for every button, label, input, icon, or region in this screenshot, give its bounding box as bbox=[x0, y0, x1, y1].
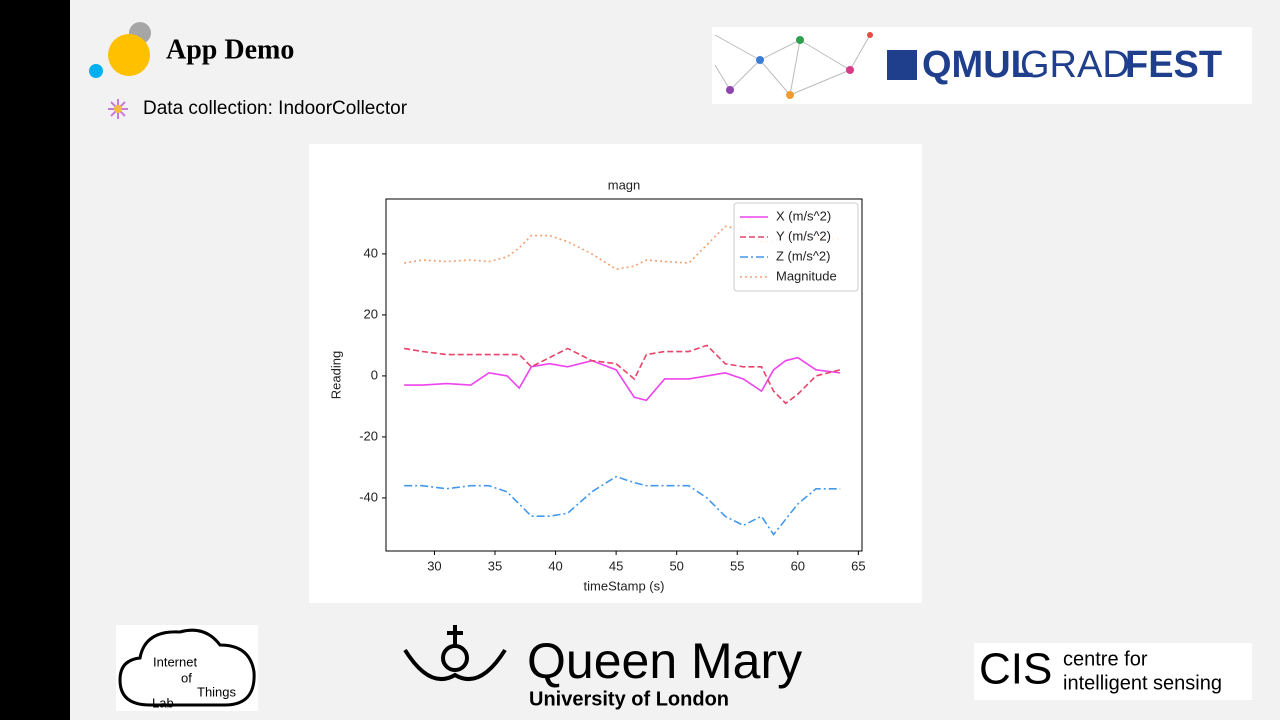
y-tick-label: -20 bbox=[359, 428, 378, 443]
x-tick-label: 45 bbox=[609, 558, 623, 573]
cis-logo bbox=[974, 643, 1252, 700]
logo-text: University of London bbox=[529, 688, 729, 710]
logo-text: centre for bbox=[1063, 648, 1148, 670]
logo-text: Lab bbox=[152, 695, 174, 710]
x-tick-label: 50 bbox=[669, 558, 683, 573]
legend-box bbox=[733, 202, 859, 292]
bullet-text: Data collection: IndoorCollector bbox=[143, 98, 408, 119]
data-line bbox=[404, 356, 841, 402]
y-tick-label: 40 bbox=[364, 245, 378, 260]
network-graphic bbox=[714, 32, 873, 99]
logo-text: Internet bbox=[153, 654, 197, 669]
logo-text: Queen Mary bbox=[527, 633, 802, 689]
legend-label: Z (m/s^2) bbox=[776, 248, 830, 263]
y-tick-label: 20 bbox=[364, 306, 378, 321]
legend-label: Y (m/s^2) bbox=[776, 228, 831, 243]
x-tick-label: 40 bbox=[548, 558, 562, 573]
plot-frame bbox=[385, 198, 863, 552]
x-tick-label: 65 bbox=[851, 558, 865, 573]
legend-label: Magnitude bbox=[776, 268, 837, 283]
bullet-icon bbox=[108, 99, 128, 119]
cloud bbox=[118, 628, 256, 707]
crest bbox=[887, 50, 917, 80]
side-bar bbox=[0, 0, 70, 720]
legend-label: X (m/s^2) bbox=[776, 208, 831, 223]
logo-text: GRAD bbox=[1020, 44, 1130, 86]
x-axis-label: timeStamp (s) bbox=[584, 578, 665, 593]
x-tick-label: 35 bbox=[488, 558, 502, 573]
deco-circle bbox=[108, 34, 150, 76]
data-line bbox=[404, 225, 841, 270]
iot-logo bbox=[116, 625, 258, 711]
logo-text: of bbox=[181, 670, 192, 685]
x-tick-label: 55 bbox=[730, 558, 744, 573]
qm-crest bbox=[403, 625, 507, 681]
logo-text: Things bbox=[197, 684, 237, 699]
logo-text: QMUL bbox=[922, 44, 1034, 86]
data-line bbox=[404, 475, 841, 536]
chart-title: magn bbox=[608, 177, 641, 192]
logo-text: intelligent sensing bbox=[1063, 672, 1222, 694]
logo-text: CIS bbox=[979, 645, 1052, 694]
data-line bbox=[404, 344, 841, 405]
y-tick-label: 0 bbox=[371, 367, 378, 382]
chart: magn timeStamp (s) Reading 30 35 40 45 50 55 60 65… bbox=[328, 177, 865, 593]
x-tick-label: 30 bbox=[427, 558, 441, 573]
deco-circle bbox=[89, 64, 103, 78]
y-axis-label: Reading bbox=[328, 351, 343, 399]
y-tick-label: -40 bbox=[359, 489, 378, 504]
slide-title: App Demo bbox=[166, 34, 294, 65]
x-tick-label: 60 bbox=[791, 558, 805, 573]
logo-text: FEST bbox=[1125, 44, 1222, 86]
